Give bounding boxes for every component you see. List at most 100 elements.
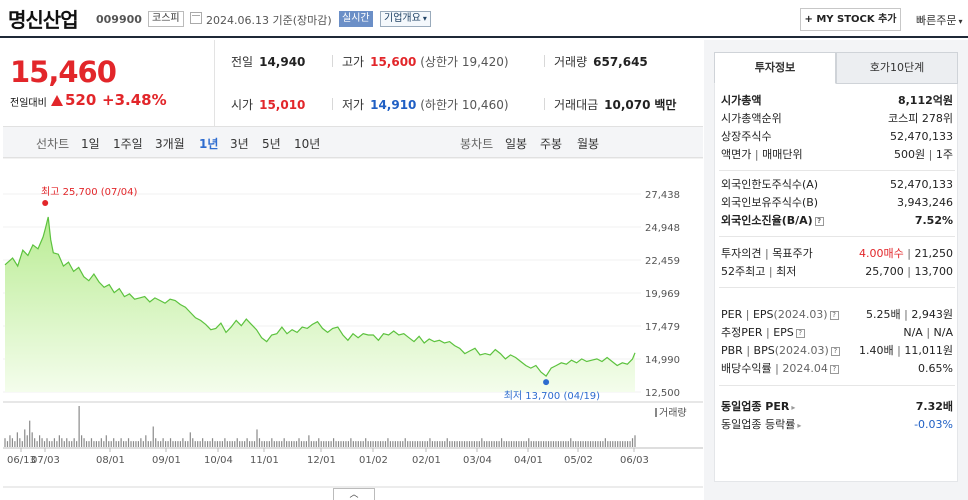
- x-tick-label: 02/01: [412, 455, 441, 466]
- volume-bar: [565, 441, 567, 447]
- volume-bar: [229, 441, 231, 447]
- x-tick-label: 12/01: [307, 455, 336, 466]
- volume-bar: [19, 438, 21, 447]
- period-5y[interactable]: 5년: [262, 137, 281, 151]
- volume-bar: [16, 432, 18, 447]
- candle-chart-label[interactable]: 봉차트: [460, 137, 494, 151]
- stat-value: 14,940: [259, 55, 306, 69]
- value: 3,943,246: [897, 196, 953, 209]
- volume-bar: [276, 441, 278, 447]
- volume-bar: [239, 441, 241, 447]
- company-overview-dropdown[interactable]: 기업개요 ▾: [380, 11, 431, 27]
- volume-bar: [103, 441, 105, 447]
- realtime-badge[interactable]: 실시간: [339, 11, 373, 27]
- value: 52,470,133: [890, 178, 953, 191]
- label-b: EPS: [752, 308, 774, 321]
- my-stock-add-button[interactable]: + MY STOCK 추가: [800, 8, 901, 31]
- label: 동일업종 등락률 ▸: [721, 416, 801, 435]
- volume-bar: [379, 441, 382, 447]
- help-icon[interactable]: ?: [795, 329, 805, 338]
- x-tick-label: 06/13: [7, 455, 36, 466]
- volume-bar: [570, 438, 572, 447]
- help-icon[interactable]: ?: [829, 365, 839, 374]
- volume-bar: [580, 441, 582, 447]
- volume-bar: [310, 441, 312, 447]
- price-chart[interactable]: 27,438 24,948 22,459 19,969 17,479 14,990 12,5…: [3, 158, 703, 488]
- help-icon[interactable]: ?: [814, 217, 824, 226]
- period-1d[interactable]: 1일: [81, 137, 100, 151]
- price-chart-svg: 27,438 24,948 22,459 19,969 17,479 14,990 12,5…: [3, 158, 703, 488]
- candle-monthly[interactable]: 월봉: [577, 137, 600, 151]
- volume-bar: [14, 441, 16, 447]
- volume-bar: [365, 438, 367, 447]
- period-1w[interactable]: 1주일: [113, 137, 143, 151]
- period-10y[interactable]: 10년: [294, 137, 321, 151]
- period-1y[interactable]: 1년: [199, 137, 219, 151]
- volume-bar: [582, 441, 584, 447]
- volume-bar: [202, 438, 204, 447]
- volume-bar: [612, 441, 614, 447]
- line-chart-label[interactable]: 선차트: [36, 137, 70, 151]
- volume-bar: [518, 441, 520, 447]
- stat-label: 거래대금: [554, 98, 599, 112]
- row-foreign-ratio: 외국인소진율(B/A)? 7.52%: [721, 212, 953, 230]
- help-icon[interactable]: ?: [830, 347, 840, 356]
- tab-investment-info[interactable]: 투자정보: [714, 52, 836, 84]
- volume-bar: [135, 441, 137, 447]
- volume-bar: [483, 441, 485, 447]
- row-market-cap-rank: 시가총액순위 코스피 278위: [721, 110, 953, 128]
- volume-bar: [298, 438, 300, 447]
- candle-weekly[interactable]: 주봉: [540, 137, 563, 151]
- investment-info-panel: 투자정보 호가10단계 시가총액 8,112억원 시가총액순위 코스피 278위…: [704, 40, 968, 500]
- pipe: |: [768, 265, 773, 278]
- volume-bar: [367, 441, 369, 447]
- tab-order-book[interactable]: 호가10단계: [836, 52, 958, 84]
- period-3y[interactable]: 3년: [230, 137, 249, 151]
- quick-order-button[interactable]: 빠른주문 ▾: [916, 12, 963, 28]
- chart-collapse-button[interactable]: ︿: [333, 488, 375, 500]
- volume-bar: [486, 441, 488, 447]
- period-3m[interactable]: 3개월: [155, 137, 185, 151]
- volume-bar: [488, 441, 490, 447]
- price-area: [5, 217, 635, 392]
- help-icon[interactable]: ?: [829, 311, 839, 320]
- stat-value: 15,010: [259, 98, 306, 112]
- stat-volume: 거래량 657,645: [554, 53, 648, 70]
- row-industry-change[interactable]: 동일업종 등락률 ▸ -0.03%: [721, 416, 953, 434]
- stat-prev-close: 전일 14,940: [231, 53, 305, 70]
- volume-bar: [449, 441, 451, 447]
- volume-bar: [29, 420, 31, 447]
- stat-label: 고가: [342, 55, 365, 69]
- volume-bar: [6, 441, 9, 447]
- x-tick-label: 10/04: [204, 455, 233, 466]
- label: 액면가 | 매매단위: [721, 146, 803, 164]
- volume-bar: [446, 438, 448, 447]
- volume-bar: [345, 441, 347, 447]
- volume-bar: [567, 441, 569, 447]
- volume-bar: [273, 441, 275, 447]
- volume-bar: [174, 441, 177, 447]
- volume-bar: [162, 438, 164, 447]
- volume-bar: [241, 441, 243, 447]
- divider: [544, 98, 545, 110]
- row-industry-per[interactable]: 동일업종 PER ▸ 7.32배: [721, 398, 953, 416]
- value-b: 2,943원: [911, 308, 953, 321]
- volume-bar: [382, 441, 384, 447]
- label-b: 목표주가: [772, 247, 813, 260]
- volume-bar: [179, 441, 182, 447]
- label: PBR | BPS(2024.03)?: [721, 342, 840, 360]
- value: 코스피 278위: [888, 110, 953, 128]
- stock-code: 009900: [96, 13, 142, 26]
- value-a: 25,700: [865, 265, 904, 278]
- volume-bar: [224, 438, 226, 447]
- min-label: 최저 13,700 (04/19): [504, 390, 600, 402]
- volume-bar: [164, 441, 167, 447]
- candle-daily[interactable]: 일봉: [505, 137, 528, 151]
- quick-order-label: 빠른주문: [916, 14, 957, 27]
- volume-bar: [429, 438, 431, 447]
- volume-bar: [300, 441, 303, 447]
- volume-bar: [463, 441, 466, 447]
- volume-bar: [268, 441, 270, 447]
- volume-bar: [520, 441, 522, 447]
- row-dividend: 배당수익률 | 2024.04? 0.65%: [721, 360, 953, 378]
